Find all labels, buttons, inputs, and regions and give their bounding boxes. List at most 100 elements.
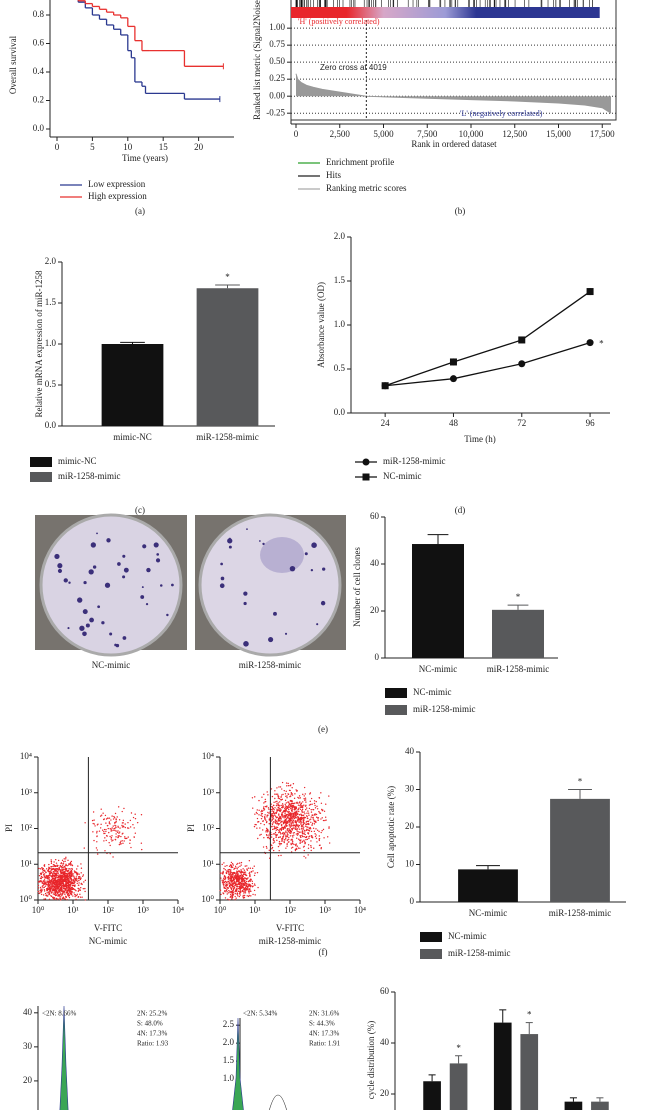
y-tick-label: 20: [405, 821, 415, 831]
event-dot: [278, 809, 281, 812]
event-dot: [65, 876, 67, 878]
marker: [586, 339, 594, 347]
event-dot: [110, 838, 112, 840]
event-dot: [64, 889, 66, 891]
event-dot: [228, 870, 230, 873]
event-dot: [312, 818, 315, 820]
event-dot: [70, 860, 73, 863]
event-dot: [288, 825, 291, 827]
event-dot: [297, 847, 300, 849]
event-dot: [91, 819, 94, 822]
y-tick-label: 10⁴: [20, 751, 32, 761]
event-dot: [307, 823, 310, 825]
significance: *: [456, 1043, 461, 1053]
event-dot: [243, 881, 246, 883]
event-dot: [117, 836, 119, 838]
event-dot: [293, 825, 295, 827]
event-dot: [310, 846, 312, 849]
event-dot: [309, 800, 311, 803]
event-dot: [258, 814, 260, 816]
event-dot: [237, 883, 239, 885]
event-dot: [235, 867, 237, 869]
event-dot: [320, 792, 322, 794]
event-dot: [229, 869, 232, 871]
event-dot: [267, 830, 269, 832]
event-dot: [303, 833, 305, 835]
event-dot: [240, 885, 242, 887]
event-dot: [57, 880, 60, 883]
event-dot: [247, 895, 250, 898]
event-dot: [291, 806, 293, 809]
event-dot: [62, 866, 64, 869]
event-dot: [257, 886, 259, 889]
event-dot: [295, 811, 297, 813]
event-dot: [232, 889, 235, 891]
event-dot: [46, 890, 48, 892]
event-dot: [237, 873, 240, 875]
event-dot: [318, 835, 320, 837]
event-dot: [313, 830, 316, 833]
event-dot: [272, 816, 274, 818]
event-dot: [58, 889, 61, 891]
event-dot: [273, 827, 276, 829]
event-dot: [47, 887, 49, 889]
event-dot: [48, 867, 50, 870]
event-dot: [114, 824, 116, 827]
event-dot: [68, 896, 71, 899]
event-dot: [323, 837, 325, 839]
event-dot: [47, 886, 50, 888]
colony: [123, 567, 129, 573]
event-dot: [276, 821, 278, 823]
legend-label: High expression: [88, 191, 147, 201]
event-dot: [53, 872, 56, 875]
event-dot: [321, 829, 323, 832]
marker: [449, 375, 457, 383]
legend-swatch: [385, 688, 407, 698]
series-line: [384, 291, 591, 387]
event-dot: [256, 812, 258, 815]
event-dot: [49, 884, 51, 887]
event-dot: [237, 876, 239, 878]
event-dot: [113, 815, 115, 818]
event-dot: [133, 827, 135, 829]
event-dot: [105, 822, 107, 824]
y-tick-label: 40: [380, 1037, 390, 1047]
event-dot: [260, 811, 262, 813]
x-tick-label: 72: [517, 418, 526, 428]
event-dot: [221, 881, 224, 883]
event-dot: [115, 836, 117, 838]
event-dot: [282, 805, 284, 807]
event-dot: [282, 815, 284, 818]
event-dot: [298, 821, 300, 824]
event-dot: [313, 800, 316, 802]
event-dot: [322, 828, 325, 831]
event-dot: [225, 885, 227, 888]
event-dot: [291, 835, 294, 837]
event-dot: [61, 894, 63, 897]
event-dot: [299, 836, 302, 838]
colony: [310, 568, 314, 572]
event-dot: [272, 807, 275, 810]
event-dot: [70, 890, 73, 893]
event-dot: [274, 793, 276, 795]
event-dot: [244, 890, 247, 892]
event-dot: [240, 891, 242, 893]
event-dot: [305, 807, 308, 809]
y-tick-label: 10¹: [202, 858, 214, 868]
event-dot: [69, 875, 72, 877]
event-dot: [289, 835, 292, 837]
event-dot: [105, 835, 108, 837]
event-dot: [66, 877, 69, 879]
event-dot: [285, 807, 287, 810]
colony: [77, 597, 83, 603]
event-dot: [82, 874, 85, 876]
event-dot: [241, 871, 244, 873]
event-dot: [273, 837, 275, 840]
event-dot: [252, 870, 254, 872]
event-dot: [309, 828, 312, 830]
event-dot: [298, 831, 301, 833]
event-dot: [265, 831, 267, 833]
event-dot: [108, 841, 110, 844]
event-dot: [61, 868, 63, 870]
event-dot: [95, 847, 98, 849]
